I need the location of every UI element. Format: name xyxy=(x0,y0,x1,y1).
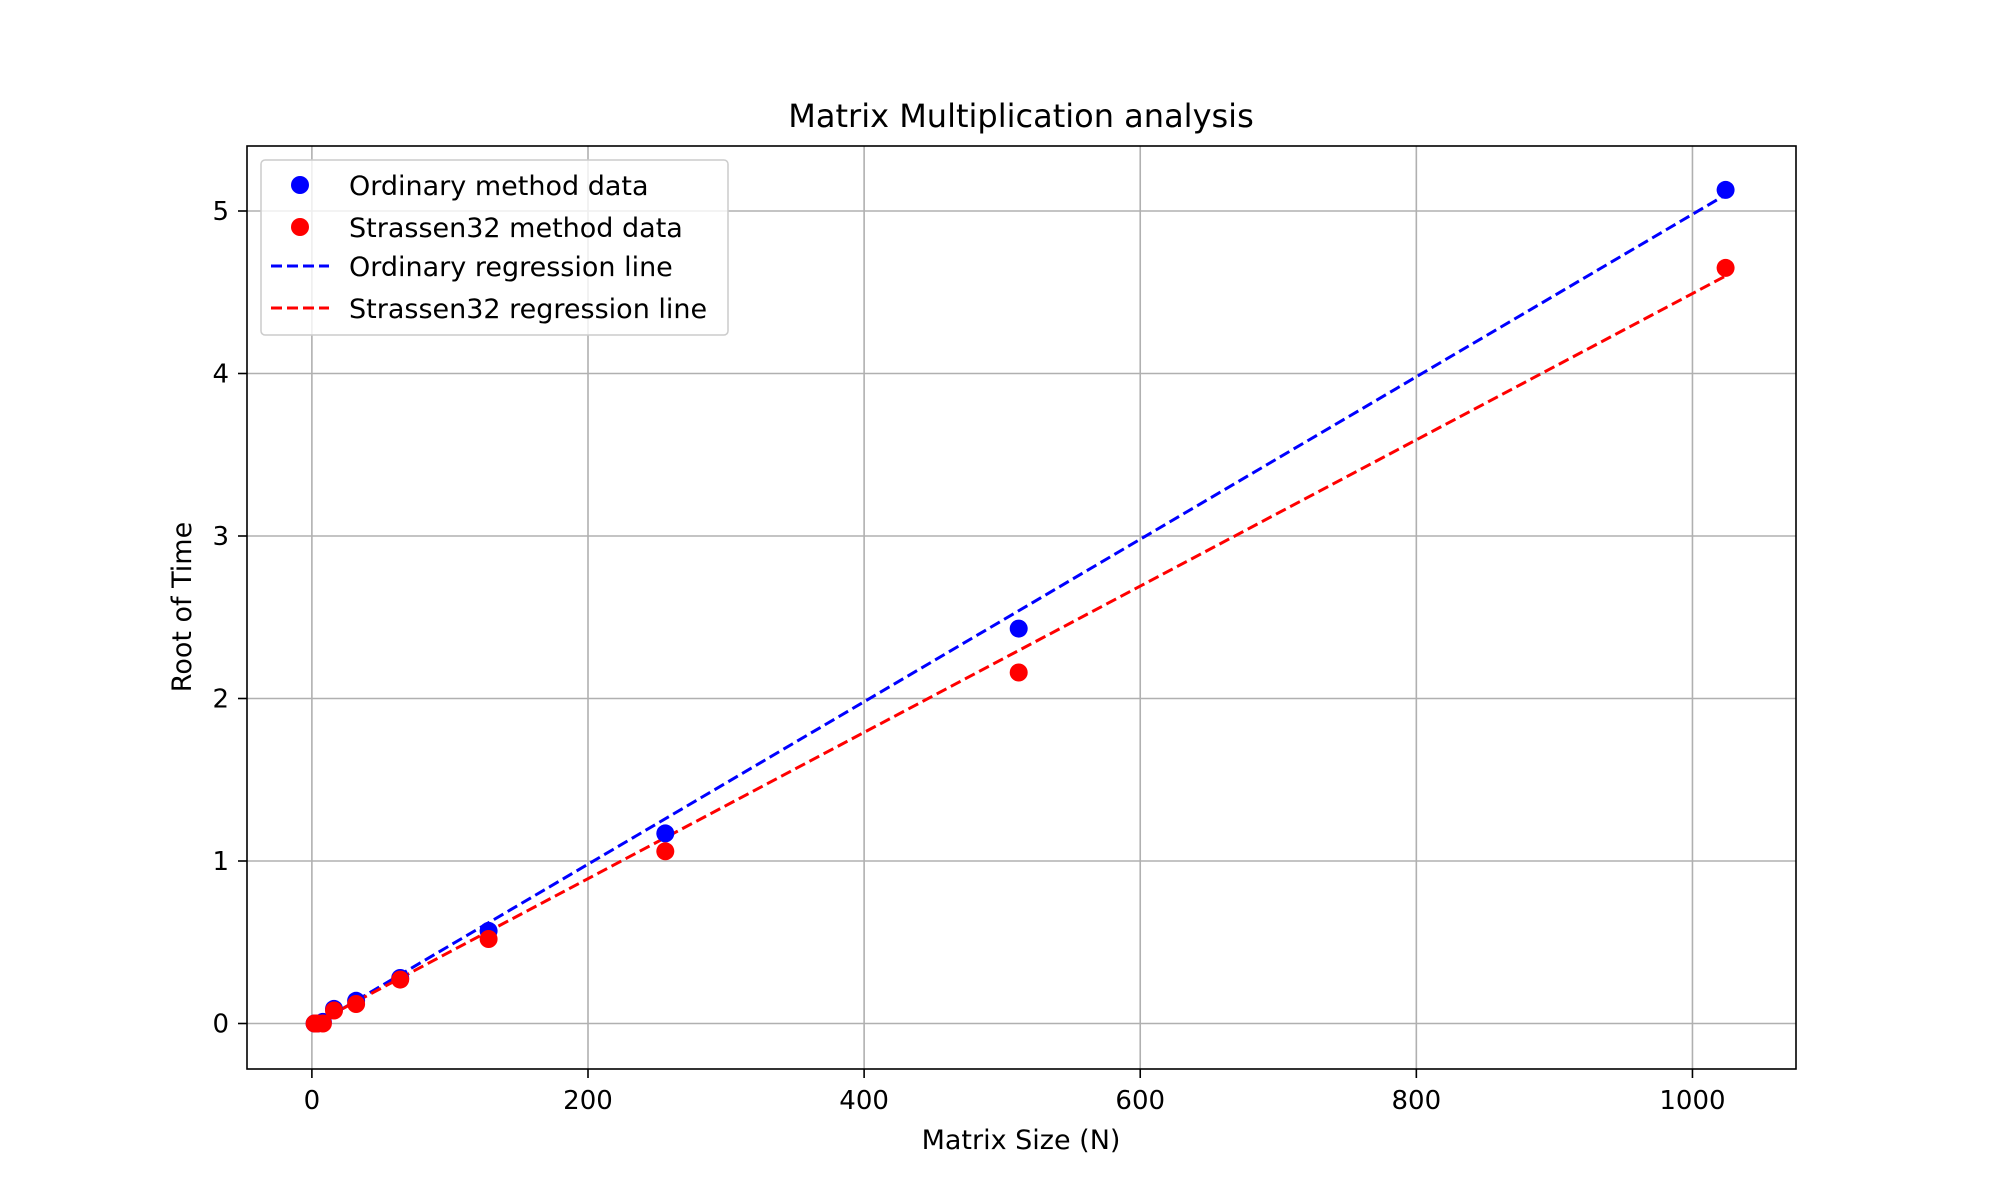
grid xyxy=(247,146,1796,1069)
ordinary-regression-line xyxy=(313,193,1727,1027)
strassen32-method-data-point xyxy=(479,930,498,948)
legend-marker-strassen-data xyxy=(291,218,309,236)
x-axis-ticks: 0 200 400 600 800 1000 xyxy=(304,1069,1726,1116)
y-axis-ticks: 0 1 2 3 4 5 xyxy=(212,197,247,1040)
plot-series xyxy=(305,180,1735,1033)
ordinary-method-data-point xyxy=(1716,180,1735,199)
strassen32-method-data-point xyxy=(656,842,675,861)
legend-label-strassen-regression: Strassen32 regression line xyxy=(349,294,707,325)
x-tick-label: 800 xyxy=(1392,1086,1442,1116)
strassen32-method-data-point xyxy=(313,1014,332,1033)
x-tick-label: 400 xyxy=(839,1086,889,1116)
x-tick-label: 1000 xyxy=(1659,1086,1725,1116)
x-tick-label: 200 xyxy=(563,1086,613,1116)
legend: Ordinary method data Strassen32 method d… xyxy=(260,159,729,336)
legend-label-ordinary-data: Ordinary method data xyxy=(349,171,649,202)
strassen32-method-data-point xyxy=(1716,258,1735,277)
legend-marker-ordinary-data xyxy=(291,176,309,194)
x-axis-label: Matrix Size (N) xyxy=(922,1125,1121,1156)
x-tick-label: 600 xyxy=(1115,1086,1165,1116)
legend-box xyxy=(260,159,729,336)
y-tick-label: 1 xyxy=(212,847,229,877)
strassen32-regression-line xyxy=(313,274,1727,1025)
y-axis-label: Root of Time xyxy=(167,522,198,692)
chart-title: Matrix Multiplication analysis xyxy=(788,97,1253,135)
ordinary-method-data-point xyxy=(1009,619,1028,638)
y-tick-label: 5 xyxy=(212,197,229,227)
y-tick-label: 2 xyxy=(212,685,229,715)
x-tick-label: 0 xyxy=(304,1086,321,1116)
ordinary-method-data-point xyxy=(656,824,675,843)
y-tick-label: 0 xyxy=(212,1010,229,1040)
y-tick-label: 4 xyxy=(212,360,229,390)
legend-label-ordinary-regression: Ordinary regression line xyxy=(349,252,673,283)
legend-label-strassen-data: Strassen32 method data xyxy=(349,213,683,244)
strassen32-method-data-points xyxy=(305,258,1735,1033)
strassen32-method-data-point xyxy=(391,970,410,989)
strassen32-method-data-point xyxy=(1009,663,1028,682)
strassen32-method-data-point xyxy=(325,1001,343,1020)
plot-area-frame xyxy=(246,145,1797,1070)
y-tick-label: 3 xyxy=(212,522,229,552)
strassen32-method-data-point xyxy=(347,995,366,1013)
